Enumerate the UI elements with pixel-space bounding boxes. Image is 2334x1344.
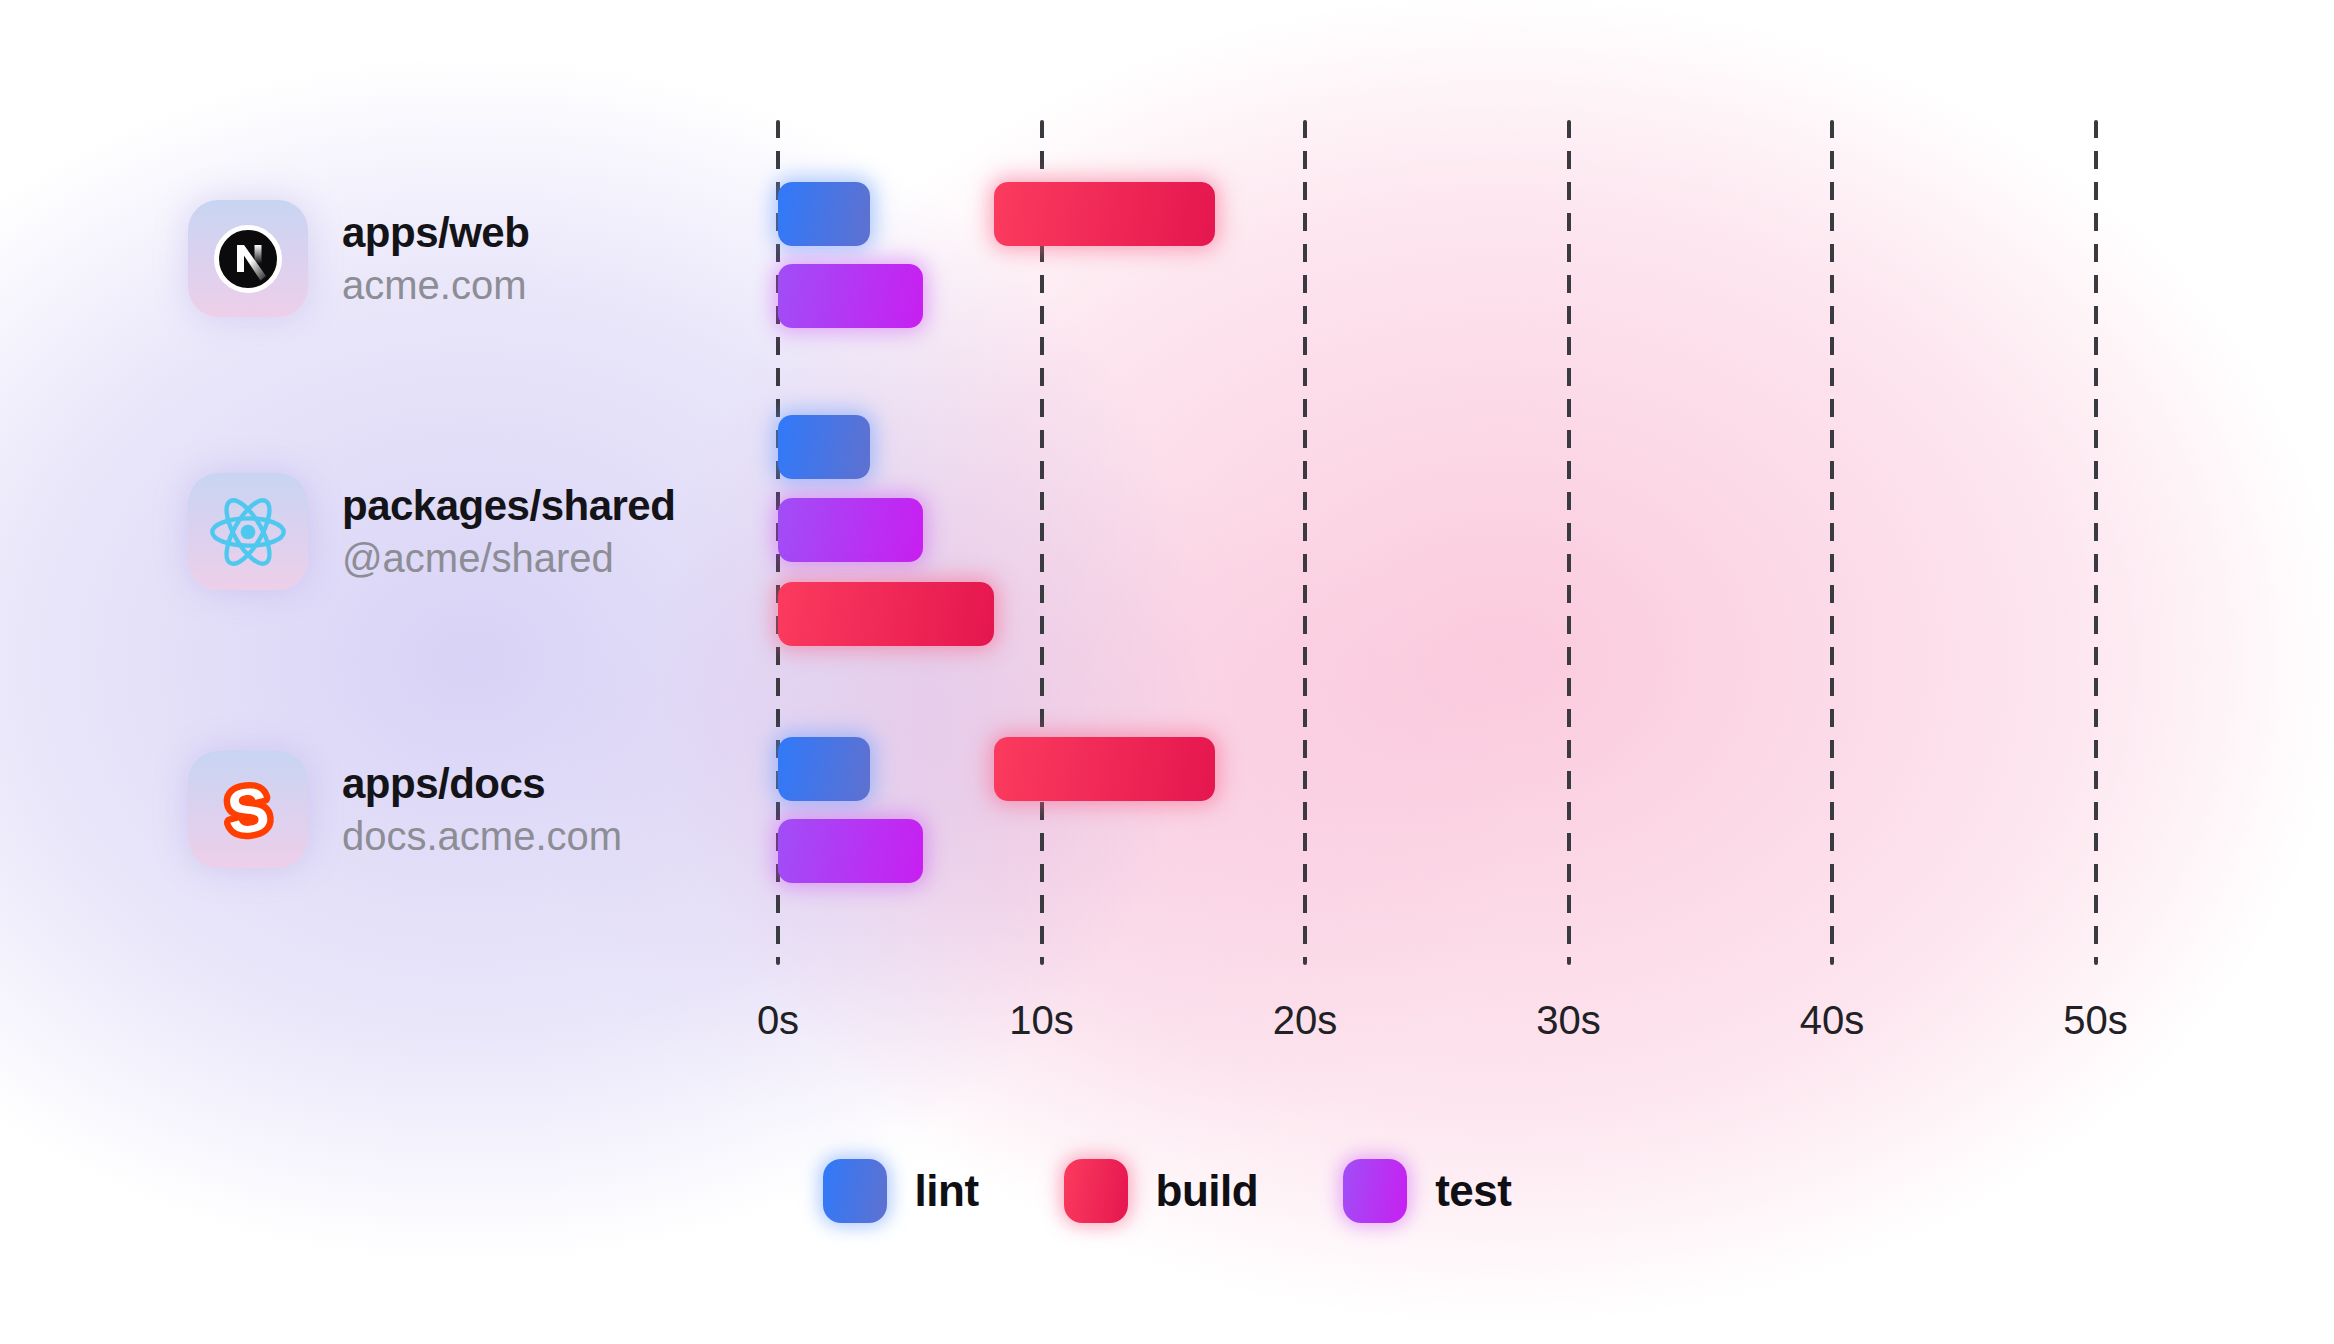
bar-build (994, 737, 1215, 801)
bar-lint (778, 737, 870, 801)
gridline-10s (1040, 120, 1044, 965)
svelte-logo-icon: S (219, 773, 277, 847)
package-row-packages-shared: packages/shared @acme/shared (188, 473, 675, 590)
legend-label: build (1156, 1166, 1259, 1216)
gridline-30s (1567, 120, 1571, 965)
legend-swatch-lint (823, 1159, 887, 1223)
gridline-40s (1830, 120, 1834, 965)
package-name: apps/docs (342, 761, 622, 807)
package-name: packages/shared (342, 483, 675, 529)
package-labels: apps/docs docs.acme.com (342, 761, 622, 858)
bar-build (994, 182, 1215, 246)
gridline-50s (2094, 120, 2098, 965)
legend-item-lint: lint (823, 1159, 979, 1223)
legend: lint build test (0, 1159, 2334, 1223)
axis-tick-label: 40s (1800, 998, 1865, 1043)
package-icon-tile (188, 473, 308, 590)
bar-lint (778, 415, 870, 479)
bar-lint (778, 182, 870, 246)
package-icon-tile (188, 200, 308, 317)
axis-tick-label: 50s (2063, 998, 2128, 1043)
package-labels: packages/shared @acme/shared (342, 483, 675, 580)
package-icon-tile: S (188, 751, 308, 868)
package-subtitle: acme.com (342, 263, 529, 307)
legend-label: test (1435, 1166, 1511, 1216)
legend-label: lint (915, 1166, 979, 1216)
legend-item-build: build (1064, 1159, 1259, 1223)
legend-swatch-test (1343, 1159, 1407, 1223)
bar-build (778, 582, 994, 646)
build-timeline-chart: 0s 10s 20s 30s 40s 50s (0, 0, 2334, 1344)
package-row-apps-docs: S apps/docs docs.acme.com (188, 751, 622, 868)
axis-tick-label: 0s (757, 998, 799, 1043)
package-name: apps/web (342, 210, 529, 256)
package-subtitle: docs.acme.com (342, 814, 622, 858)
svg-text:S: S (224, 774, 272, 847)
bar-test (778, 264, 923, 328)
bar-test (778, 498, 923, 562)
legend-item-test: test (1343, 1159, 1511, 1223)
axis-tick-label: 10s (1009, 998, 1074, 1043)
package-subtitle: @acme/shared (342, 536, 675, 580)
react-logo-icon (206, 494, 290, 570)
axis-tick-label: 20s (1273, 998, 1338, 1043)
package-row-apps-web: apps/web acme.com (188, 200, 529, 317)
gridline-20s (1303, 120, 1307, 965)
bar-test (778, 819, 923, 883)
package-labels: apps/web acme.com (342, 210, 529, 307)
axis-tick-label: 30s (1536, 998, 1601, 1043)
nextjs-logo-icon (213, 224, 283, 294)
legend-swatch-build (1064, 1159, 1128, 1223)
